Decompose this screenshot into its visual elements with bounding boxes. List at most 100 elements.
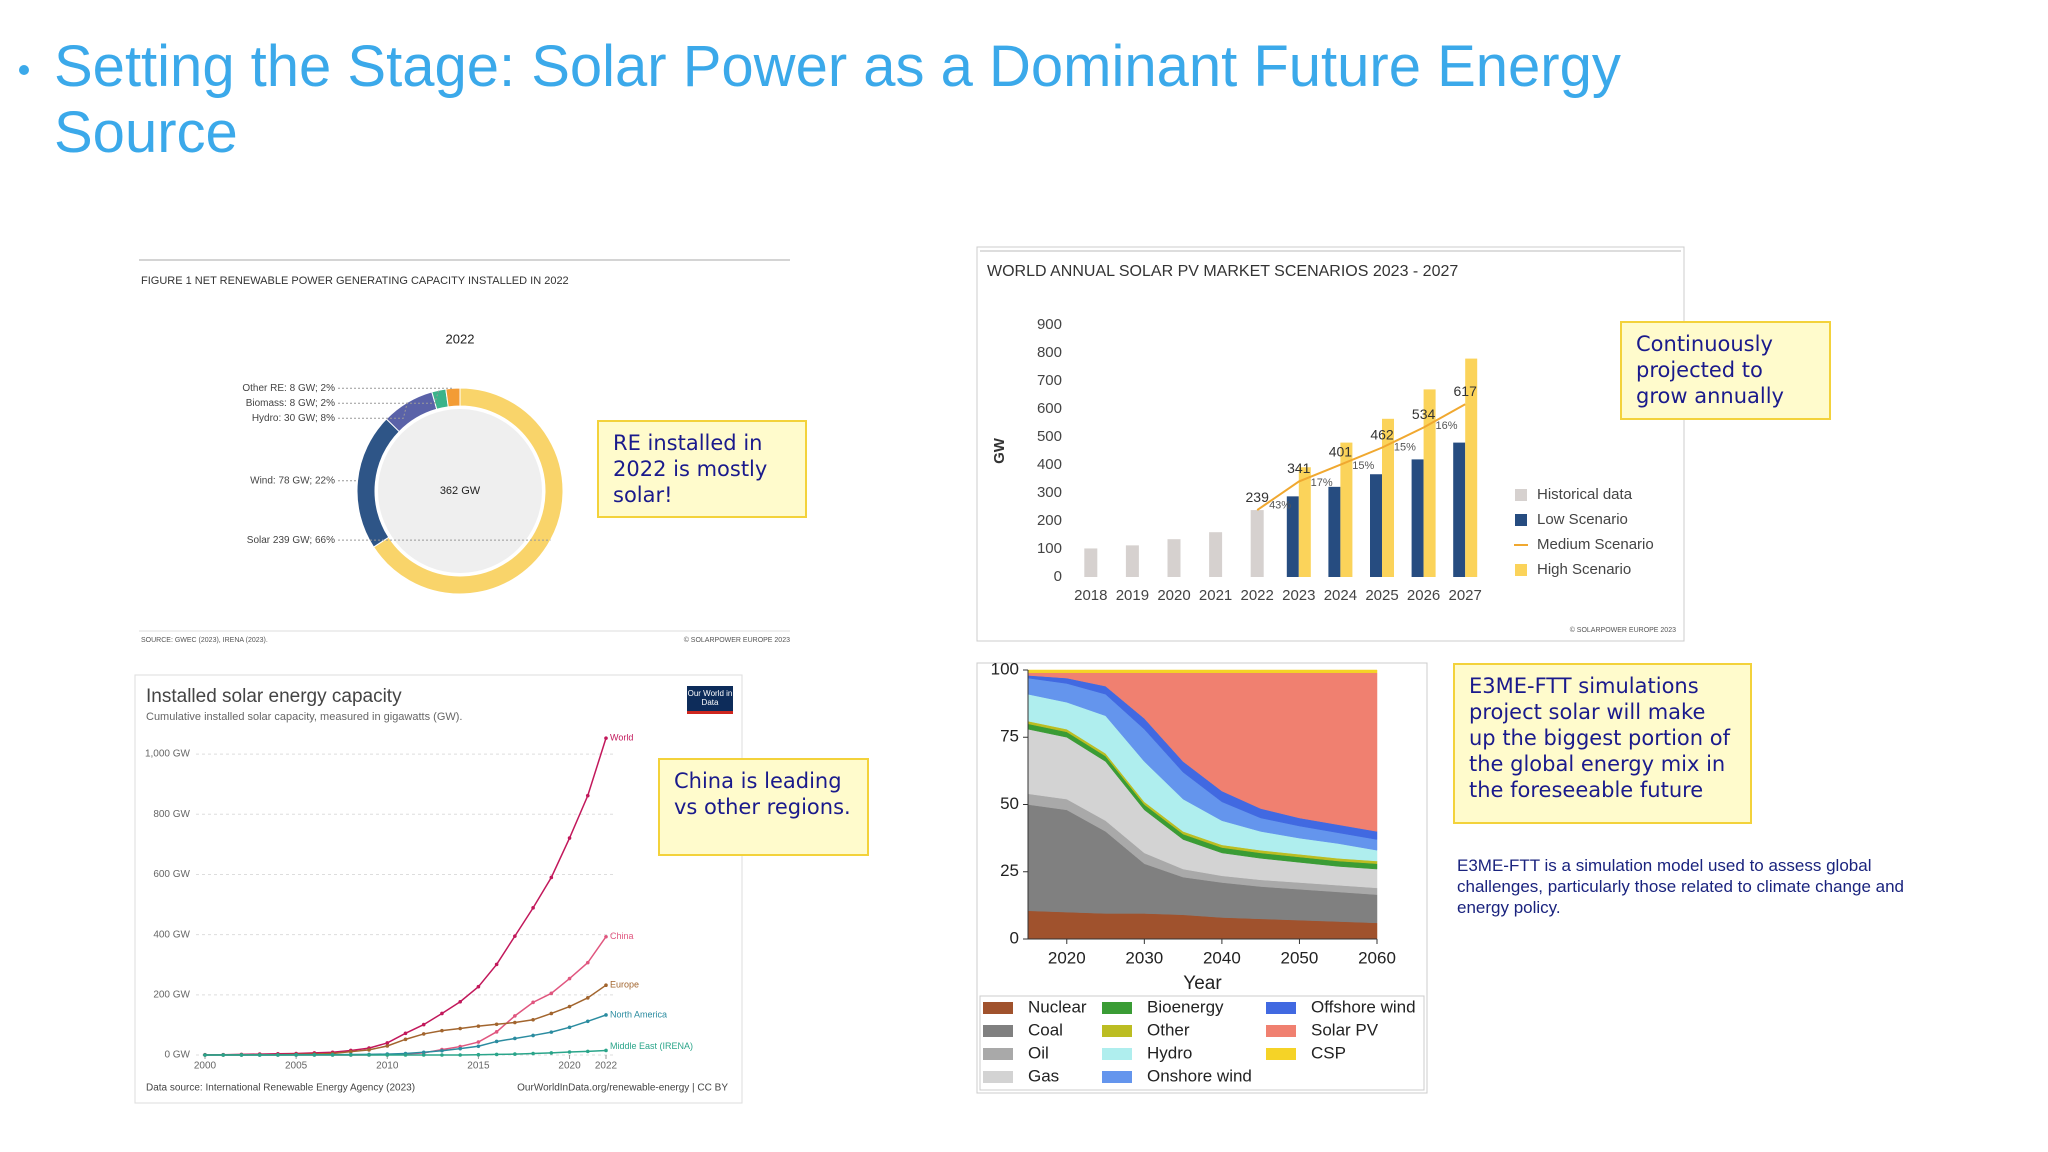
panel bbox=[134, 674, 743, 1104]
y-tick-label: 100 bbox=[1037, 540, 1062, 557]
x-tick-label: 2020 bbox=[558, 1061, 581, 1072]
bar bbox=[1286, 496, 1299, 577]
x-tick-label: 2023 bbox=[1282, 587, 1315, 604]
growth-label: 43% bbox=[1269, 500, 1291, 512]
legend-label: CSP bbox=[1311, 1043, 1346, 1062]
x-tick-label: 2005 bbox=[285, 1061, 308, 1072]
legend-label: Medium Scenario bbox=[1537, 536, 1654, 553]
note: E3ME-FTT is a simulation model used to a… bbox=[1457, 856, 1904, 917]
x-tick-label: 2027 bbox=[1449, 587, 1482, 604]
y-tick-label: 200 GW bbox=[153, 989, 190, 1000]
bar bbox=[1370, 474, 1382, 577]
x-tick-label: 2015 bbox=[467, 1061, 490, 1072]
growth-label: 16% bbox=[1435, 420, 1457, 432]
line bbox=[205, 737, 607, 1056]
y-tick-label: 200 bbox=[1037, 512, 1062, 529]
series-label: North America bbox=[610, 1009, 667, 1019]
bar bbox=[1167, 539, 1181, 577]
bar bbox=[1411, 459, 1424, 577]
legend-label: Hydro bbox=[1147, 1043, 1192, 1062]
line bbox=[205, 1049, 607, 1056]
y-tick-label: 700 bbox=[1037, 372, 1062, 389]
y-tick-label: 100 bbox=[991, 659, 1019, 678]
legend-label: Nuclear bbox=[1028, 997, 1087, 1016]
donut-slice bbox=[445, 387, 461, 408]
y-tick-label: 0 GW bbox=[164, 1050, 190, 1061]
y-tick-label: 75 bbox=[1000, 727, 1019, 746]
legend-swatch bbox=[1266, 1048, 1296, 1060]
leader-line bbox=[338, 390, 440, 404]
y-tick-label: 600 GW bbox=[153, 869, 190, 880]
x-tick-label: 2026 bbox=[1407, 587, 1440, 604]
series-label: Europe bbox=[610, 980, 639, 990]
value-label: 239 bbox=[1246, 489, 1270, 505]
legend-label: Solar PV bbox=[1311, 1020, 1379, 1039]
chart-title: Installed solar energy capacity bbox=[146, 686, 402, 707]
legend-swatch bbox=[1515, 514, 1527, 526]
chart-subtitle: 2022 bbox=[446, 331, 475, 346]
slice-label: Hydro: 30 GW; 8% bbox=[252, 413, 335, 424]
legend-swatch bbox=[983, 1002, 1013, 1014]
legend-swatch bbox=[1266, 1002, 1296, 1014]
slide-title: Setting the Stage: Solar Power as a Domi… bbox=[54, 34, 1621, 165]
x-tick-label: 2020 bbox=[1157, 587, 1190, 604]
y-tick-label: 0 bbox=[1054, 568, 1062, 585]
bar bbox=[1340, 442, 1353, 577]
y-tick-label: 1,000 GW bbox=[145, 749, 191, 760]
y-tick-label: 600 bbox=[1037, 400, 1062, 417]
legend-swatch bbox=[1102, 1048, 1132, 1060]
x-tick-label: 2024 bbox=[1324, 587, 1357, 604]
legend-label: Bioenergy bbox=[1147, 997, 1224, 1016]
value-label: 617 bbox=[1454, 383, 1478, 399]
bullet bbox=[19, 65, 29, 75]
legend-label: Offshore wind bbox=[1311, 997, 1416, 1016]
callout: RE installed in 2022 is mostly solar! bbox=[597, 420, 807, 518]
y-tick-label: 900 bbox=[1037, 316, 1062, 333]
slice-label: Other RE: 8 GW; 2% bbox=[242, 383, 335, 394]
x-tick-label: 2060 bbox=[1358, 948, 1396, 967]
bar bbox=[1382, 418, 1394, 577]
legend-label: Oil bbox=[1028, 1043, 1049, 1062]
x-tick-label: 2025 bbox=[1365, 587, 1398, 604]
x-tick-label: 2022 bbox=[1241, 587, 1274, 604]
credit: OurWorldInData.org/renewable-energy | CC… bbox=[517, 1083, 728, 1094]
legend-swatch bbox=[983, 1071, 1013, 1083]
legend-label: High Scenario bbox=[1537, 561, 1631, 578]
legend-swatch bbox=[983, 1025, 1013, 1037]
value-label: 462 bbox=[1370, 426, 1394, 442]
value-label: 341 bbox=[1287, 460, 1311, 476]
x-tick-label: 2019 bbox=[1116, 587, 1149, 604]
bar bbox=[1453, 442, 1466, 577]
slice-label: Biomass: 8 GW; 2% bbox=[246, 398, 335, 409]
legend-label: Other bbox=[1147, 1020, 1190, 1039]
legend-swatch bbox=[1266, 1025, 1296, 1037]
bar bbox=[1250, 510, 1264, 577]
slice-label: Solar 239 GW; 66% bbox=[247, 535, 335, 546]
leader-line bbox=[338, 402, 408, 419]
series-label: World bbox=[610, 733, 633, 743]
value-label: 401 bbox=[1329, 443, 1353, 459]
x-tick-label: 2030 bbox=[1125, 948, 1163, 967]
y-tick-label: 300 bbox=[1037, 484, 1062, 501]
legend-swatch bbox=[1515, 564, 1527, 576]
legend-swatch bbox=[1515, 489, 1527, 501]
x-axis-label: Year bbox=[1183, 973, 1222, 994]
chart-subtitle: Cumulative installed solar capacity, mea… bbox=[146, 711, 462, 723]
bar bbox=[1465, 358, 1478, 577]
x-tick-label: 2020 bbox=[1048, 948, 1086, 967]
y-tick-label: 0 bbox=[1010, 928, 1019, 947]
growth-label: 17% bbox=[1311, 477, 1333, 489]
donut-slice bbox=[372, 387, 564, 595]
y-tick-label: 400 GW bbox=[153, 929, 190, 940]
source: Data source: International Renewable Ene… bbox=[146, 1083, 415, 1094]
growth-label: 15% bbox=[1352, 460, 1374, 472]
y-tick-label: 25 bbox=[1000, 861, 1019, 880]
value-label: 534 bbox=[1412, 406, 1436, 422]
legend-label: Historical data bbox=[1537, 486, 1633, 503]
y-tick-label: 500 bbox=[1037, 428, 1062, 445]
y-tick-label: 400 bbox=[1037, 456, 1062, 473]
bar bbox=[1423, 389, 1436, 577]
x-tick-label: 2000 bbox=[194, 1061, 217, 1072]
legend-swatch bbox=[1102, 1071, 1132, 1083]
